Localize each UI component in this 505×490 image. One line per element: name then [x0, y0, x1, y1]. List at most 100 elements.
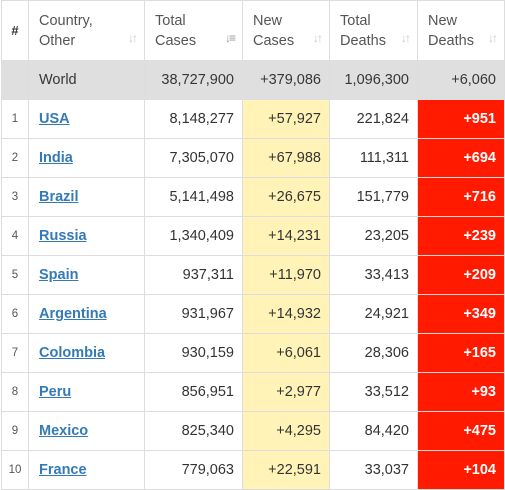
country-cell: Spain — [28, 255, 145, 295]
row-number: 10 — [1, 450, 29, 490]
country-link[interactable]: Brazil — [39, 189, 79, 205]
country-link[interactable]: France — [39, 462, 87, 478]
column-header-label: Country, Other — [39, 12, 93, 49]
total-deaths-cell: 24,921 — [329, 294, 418, 334]
total-deaths-cell: 84,420 — [329, 411, 418, 451]
row-number: 9 — [1, 411, 29, 451]
country-link[interactable]: Russia — [39, 228, 87, 244]
table-row: 4 Russia 1,340,409 +14,231 23,205 +239 — [1, 216, 505, 256]
new-cases-cell: +6,061 — [242, 333, 330, 373]
new-deaths-cell: +694 — [417, 138, 505, 178]
new-cases-cell: +57,927 — [242, 99, 330, 139]
new-deaths-cell: +716 — [417, 177, 505, 217]
new-cases-cell: +14,932 — [242, 294, 330, 334]
column-header-total-deaths[interactable]: Total Deaths ↓↑ — [329, 0, 418, 61]
column-header-label: Total Cases — [155, 12, 197, 49]
row-number: 6 — [1, 294, 29, 334]
new-deaths-cell: +209 — [417, 255, 505, 295]
country-link[interactable]: Peru — [39, 384, 72, 400]
total-deaths-cell: 33,413 — [329, 255, 418, 295]
sort-icon[interactable]: ↓↑ — [401, 31, 411, 45]
total-cases-cell: 38,727,900 — [144, 60, 243, 100]
total-cases-cell: 937,311 — [144, 255, 243, 295]
column-header-new-deaths[interactable]: New Deaths ↓↑ — [417, 0, 505, 61]
row-number: 1 — [1, 99, 29, 139]
row-number: 8 — [1, 372, 29, 412]
country-cell: Brazil — [28, 177, 145, 217]
country-link[interactable]: India — [39, 150, 73, 166]
total-deaths-cell: 23,205 — [329, 216, 418, 256]
row-number: 3 — [1, 177, 29, 217]
total-cases-cell: 5,141,498 — [144, 177, 243, 217]
country-link[interactable]: Colombia — [39, 345, 106, 361]
new-cases-cell: +14,231 — [242, 216, 330, 256]
country-cell: USA — [28, 99, 145, 139]
total-cases-cell: 825,340 — [144, 411, 243, 451]
sort-icon[interactable]: ↓↑ — [128, 31, 138, 45]
country-link[interactable]: Spain — [39, 267, 79, 283]
country-cell: France — [28, 450, 145, 490]
country-link[interactable]: Mexico — [39, 423, 89, 439]
country-link[interactable]: USA — [39, 111, 70, 127]
new-deaths-cell: +239 — [417, 216, 505, 256]
column-header-label: Total Deaths — [340, 12, 386, 49]
total-deaths-cell: 28,306 — [329, 333, 418, 373]
new-deaths-cell: +349 — [417, 294, 505, 334]
sort-desc-active-icon[interactable]: ↓≡ — [224, 31, 236, 45]
table-row: 2 India 7,305,070 +67,988 111,311 +694 — [1, 138, 505, 178]
new-cases-cell: +26,675 — [242, 177, 330, 217]
new-deaths-cell: +165 — [417, 333, 505, 373]
new-deaths-cell: +93 — [417, 372, 505, 412]
new-deaths-cell: +475 — [417, 411, 505, 451]
country-cell: Mexico — [28, 411, 145, 451]
country-cell: Peru — [28, 372, 145, 412]
column-header-label: New Deaths — [428, 12, 474, 49]
new-cases-cell: +2,977 — [242, 372, 330, 412]
country-cell: India — [28, 138, 145, 178]
column-header-country[interactable]: Country, Other ↓↑ — [28, 0, 145, 61]
column-header-new-cases[interactable]: New Cases ↓↑ — [242, 0, 330, 61]
row-number: 5 — [1, 255, 29, 295]
total-cases-cell: 930,159 — [144, 333, 243, 373]
total-deaths-cell: 33,037 — [329, 450, 418, 490]
new-cases-cell: +4,295 — [242, 411, 330, 451]
country-cell: Colombia — [28, 333, 145, 373]
sort-icon[interactable]: ↓↑ — [313, 31, 323, 45]
total-cases-cell: 931,967 — [144, 294, 243, 334]
table-row: 9 Mexico 825,340 +4,295 84,420 +475 — [1, 411, 505, 451]
table-row: 6 Argentina 931,967 +14,932 24,921 +349 — [1, 294, 505, 334]
column-header-label: New Cases — [253, 12, 295, 49]
country-name: World — [28, 60, 145, 100]
new-deaths-cell: +104 — [417, 450, 505, 490]
row-number: 2 — [1, 138, 29, 178]
table-row: 7 Colombia 930,159 +6,061 28,306 +165 — [1, 333, 505, 373]
table-row: 5 Spain 937,311 +11,970 33,413 +209 — [1, 255, 505, 295]
new-deaths-cell: +6,060 — [417, 60, 505, 100]
new-cases-cell: +11,970 — [242, 255, 330, 295]
total-deaths-cell: 1,096,300 — [329, 60, 418, 100]
total-cases-cell: 856,951 — [144, 372, 243, 412]
sort-icon[interactable]: ↓↑ — [488, 31, 498, 45]
column-header-number: # — [1, 0, 29, 61]
table-row: 1 USA 8,148,277 +57,927 221,824 +951 — [1, 99, 505, 139]
total-cases-cell: 7,305,070 — [144, 138, 243, 178]
table-row: 8 Peru 856,951 +2,977 33,512 +93 — [1, 372, 505, 412]
new-deaths-cell: +951 — [417, 99, 505, 139]
country-cell: Argentina — [28, 294, 145, 334]
country-link[interactable]: Argentina — [39, 306, 107, 322]
total-deaths-cell: 33,512 — [329, 372, 418, 412]
new-cases-cell: +67,988 — [242, 138, 330, 178]
new-cases-cell: +22,591 — [242, 450, 330, 490]
total-deaths-cell: 221,824 — [329, 99, 418, 139]
table-row: 3 Brazil 5,141,498 +26,675 151,779 +716 — [1, 177, 505, 217]
total-deaths-cell: 151,779 — [329, 177, 418, 217]
country-cell: Russia — [28, 216, 145, 256]
table-row: 10 France 779,063 +22,591 33,037 +104 — [1, 450, 505, 490]
table-header-row: # Country, Other ↓↑ Total Cases ↓≡ New C… — [1, 0, 505, 61]
total-deaths-cell: 111,311 — [329, 138, 418, 178]
column-header-total-cases[interactable]: Total Cases ↓≡ — [144, 0, 243, 61]
new-cases-cell: +379,086 — [242, 60, 330, 100]
total-cases-cell: 779,063 — [144, 450, 243, 490]
row-number — [1, 60, 29, 100]
